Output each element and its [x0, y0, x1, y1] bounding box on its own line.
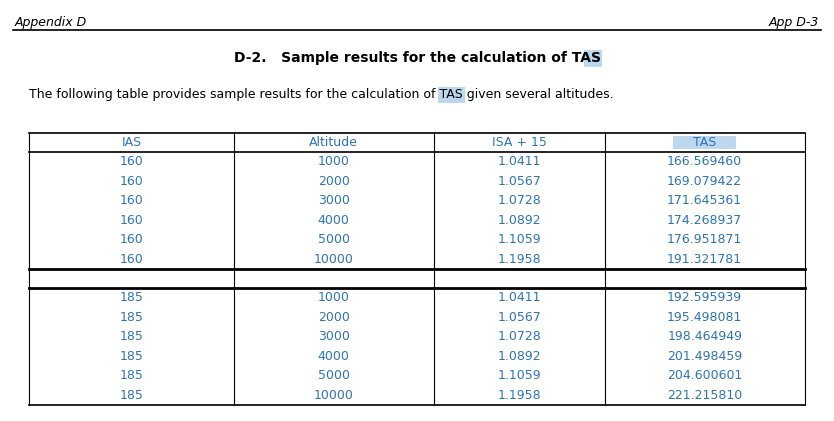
Text: 1.0892: 1.0892 — [497, 350, 541, 363]
Text: Appendix D: Appendix D — [15, 16, 88, 29]
Text: 2000: 2000 — [318, 311, 349, 324]
Text: 1.0567: 1.0567 — [497, 311, 541, 324]
Text: 1000: 1000 — [318, 155, 349, 168]
Text: 160: 160 — [119, 175, 143, 188]
Text: 3000: 3000 — [318, 330, 349, 344]
Text: 3000: 3000 — [318, 194, 349, 207]
Text: 1.0892: 1.0892 — [497, 214, 541, 226]
Text: 1.1958: 1.1958 — [497, 389, 541, 402]
Text: 166.569460: 166.569460 — [667, 155, 742, 168]
Text: 198.464949: 198.464949 — [667, 330, 742, 344]
Text: 160: 160 — [119, 155, 143, 168]
Text: 204.600601: 204.600601 — [667, 369, 742, 382]
Text: TAS: TAS — [693, 136, 716, 149]
Text: Altitude: Altitude — [309, 136, 358, 149]
Text: 1.0411: 1.0411 — [497, 155, 541, 168]
Text: 185: 185 — [119, 311, 143, 324]
Text: 221.215810: 221.215810 — [667, 389, 742, 402]
Text: 5000: 5000 — [318, 233, 349, 246]
Text: 174.268937: 174.268937 — [667, 214, 742, 226]
Text: 4000: 4000 — [318, 214, 349, 226]
Text: 185: 185 — [119, 389, 143, 402]
Text: 185: 185 — [119, 330, 143, 344]
Text: 1000: 1000 — [318, 291, 349, 304]
Text: 160: 160 — [119, 194, 143, 207]
Text: 171.645361: 171.645361 — [667, 194, 742, 207]
Text: D-2.   Sample results for the calculation of TAS: D-2. Sample results for the calculation … — [234, 51, 600, 65]
Text: 169.079422: 169.079422 — [667, 175, 742, 188]
Text: 185: 185 — [119, 369, 143, 382]
Text: 1.1059: 1.1059 — [497, 233, 541, 246]
Text: 192.595939: 192.595939 — [667, 291, 742, 304]
Text: 10000: 10000 — [314, 389, 354, 402]
Text: 176.951871: 176.951871 — [667, 233, 742, 246]
Text: 1.0411: 1.0411 — [497, 291, 541, 304]
Text: 185: 185 — [119, 291, 143, 304]
Text: 1.0728: 1.0728 — [497, 330, 541, 344]
Text: 5000: 5000 — [318, 369, 349, 382]
Text: App D-3: App D-3 — [769, 16, 819, 29]
Text: 160: 160 — [119, 233, 143, 246]
Text: ISA + 15: ISA + 15 — [492, 136, 546, 149]
Text: 1.1059: 1.1059 — [497, 369, 541, 382]
Text: 1.0567: 1.0567 — [497, 175, 541, 188]
Text: 191.321781: 191.321781 — [667, 253, 742, 266]
Text: 1.1958: 1.1958 — [497, 253, 541, 266]
Text: 10000: 10000 — [314, 253, 354, 266]
Text: IAS: IAS — [121, 136, 142, 149]
Text: 2000: 2000 — [318, 175, 349, 188]
Text: The following table provides sample results for the calculation of TAS given sev: The following table provides sample resu… — [29, 88, 614, 101]
Text: 160: 160 — [119, 253, 143, 266]
Text: 160: 160 — [119, 214, 143, 226]
Text: 185: 185 — [119, 350, 143, 363]
Text: 201.498459: 201.498459 — [667, 350, 742, 363]
Text: 4000: 4000 — [318, 350, 349, 363]
Text: 195.498081: 195.498081 — [667, 311, 742, 324]
Text: 1.0728: 1.0728 — [497, 194, 541, 207]
